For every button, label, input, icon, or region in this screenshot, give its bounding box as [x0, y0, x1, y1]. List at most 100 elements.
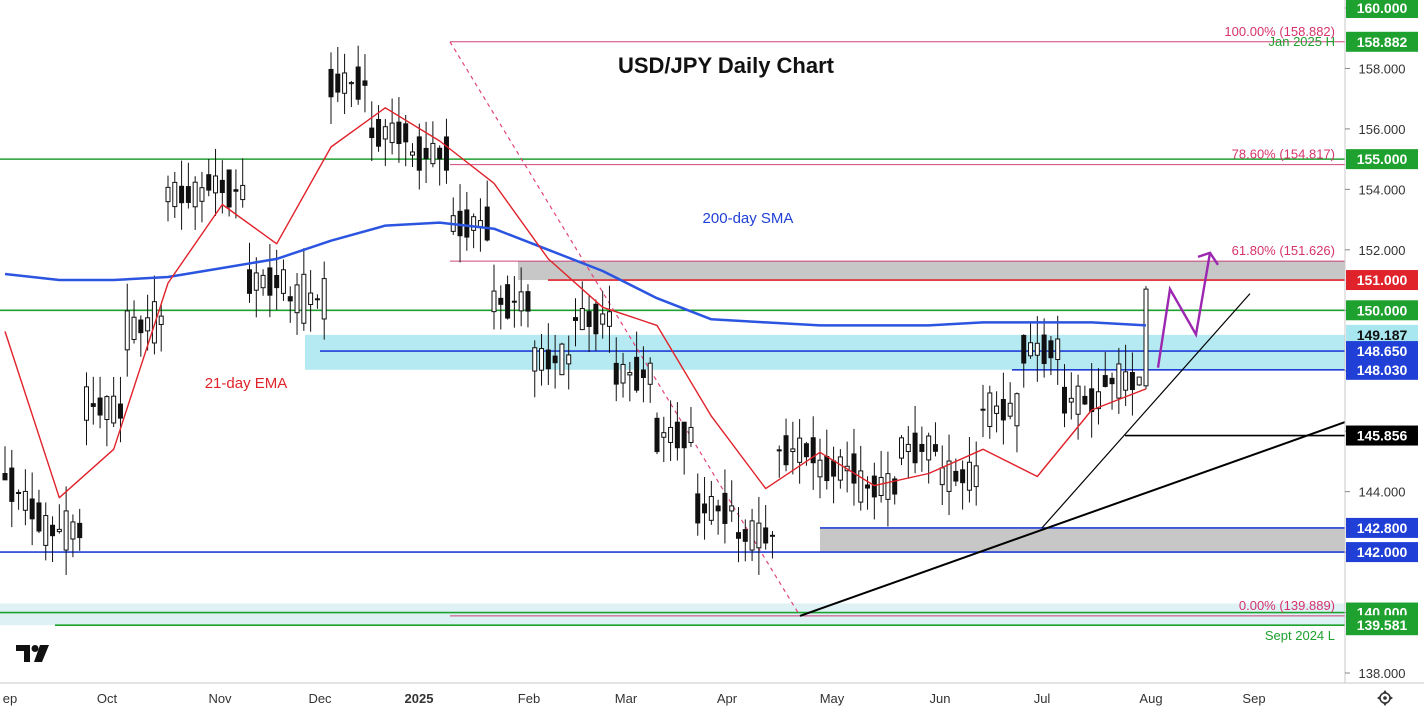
candle [797, 419, 803, 484]
candle [63, 486, 69, 576]
x-tick-label: 2025 [405, 691, 434, 706]
candle [1102, 351, 1108, 388]
time-axis[interactable] [0, 683, 1424, 715]
candle [783, 418, 789, 472]
candle [899, 435, 904, 466]
candle [593, 299, 599, 351]
price-flag [1346, 615, 1418, 636]
price-flag-label: 148.650 [1357, 343, 1408, 359]
candle [1028, 323, 1034, 359]
candle [1089, 363, 1095, 438]
candle [674, 402, 680, 461]
candle [369, 101, 375, 161]
candle [22, 469, 28, 526]
candle [776, 445, 782, 478]
price-flag [1346, 359, 1418, 380]
price-flag [1346, 425, 1418, 446]
candle [871, 462, 877, 520]
candle [403, 114, 409, 167]
short-trendline [1041, 293, 1251, 529]
candle [70, 514, 76, 558]
candle [647, 357, 653, 403]
x-tick-label: Feb [518, 691, 540, 706]
candle [355, 45, 361, 105]
candle [192, 176, 198, 230]
candle [1062, 364, 1067, 428]
candle [966, 437, 972, 503]
candle [77, 508, 83, 551]
candle [145, 294, 151, 351]
sma-label: 200-day SMA [703, 210, 794, 227]
price-flag [1346, 270, 1418, 291]
y-tick-label: 138.000 [1359, 666, 1406, 681]
tradingview-logo-icon [16, 645, 49, 662]
price-flag-label: 150.000 [1357, 302, 1408, 318]
candle [736, 507, 741, 563]
price-flag-label: 158.882 [1357, 34, 1408, 50]
candle [240, 158, 246, 208]
candle [885, 451, 891, 527]
candle [586, 294, 592, 353]
candle [1021, 334, 1027, 388]
candle [111, 376, 117, 428]
x-tick-label: Aug [1139, 691, 1162, 706]
candle [552, 334, 558, 389]
candle [471, 213, 477, 249]
candle [308, 270, 314, 332]
candle [1041, 318, 1047, 378]
candle [756, 496, 762, 575]
price-flag [1346, 300, 1418, 321]
candle [267, 244, 273, 318]
x-tick-label: Dec [308, 691, 332, 706]
candle [1116, 347, 1122, 414]
candle [1136, 376, 1142, 386]
candle [247, 242, 252, 303]
candle [491, 264, 497, 330]
candle [980, 384, 986, 438]
candle [294, 273, 300, 335]
candle [29, 472, 35, 546]
candle [131, 300, 137, 344]
candle [213, 148, 219, 216]
price-flag-label: 155.000 [1357, 151, 1408, 167]
candle [817, 438, 823, 499]
candle [280, 259, 286, 301]
price-flag [1346, 542, 1418, 563]
candle [960, 460, 966, 510]
projection-path [1156, 252, 1212, 368]
candle [16, 489, 22, 510]
x-tick-label: Mar [615, 691, 638, 706]
candle [382, 119, 388, 166]
candle [634, 331, 640, 393]
price-flag-label: 149.187 [1357, 327, 1408, 343]
candle [1123, 344, 1129, 407]
candle [620, 352, 626, 398]
candle [199, 171, 205, 223]
candle [729, 480, 735, 522]
candle [172, 171, 178, 219]
candle [566, 335, 572, 390]
candle [742, 519, 748, 562]
candle [1034, 316, 1040, 382]
x-tick-label: Jun [930, 691, 951, 706]
x-tick-label: Nov [208, 691, 232, 706]
candle [640, 346, 646, 403]
x-tick-label: Apr [717, 691, 738, 706]
candle [138, 315, 144, 357]
candle [878, 450, 884, 503]
candle [994, 391, 1000, 433]
y-tick-label: 154.000 [1359, 182, 1406, 197]
candle [851, 428, 857, 506]
candle [43, 502, 49, 561]
candle [790, 421, 796, 475]
candle [36, 489, 42, 534]
candle [342, 53, 348, 114]
settings-gear-icon[interactable] [1377, 690, 1393, 706]
candle [932, 422, 938, 457]
candle [484, 180, 490, 242]
price-flag [1346, 517, 1418, 538]
candle [151, 275, 157, 355]
candle [335, 46, 341, 103]
candle [321, 261, 327, 340]
